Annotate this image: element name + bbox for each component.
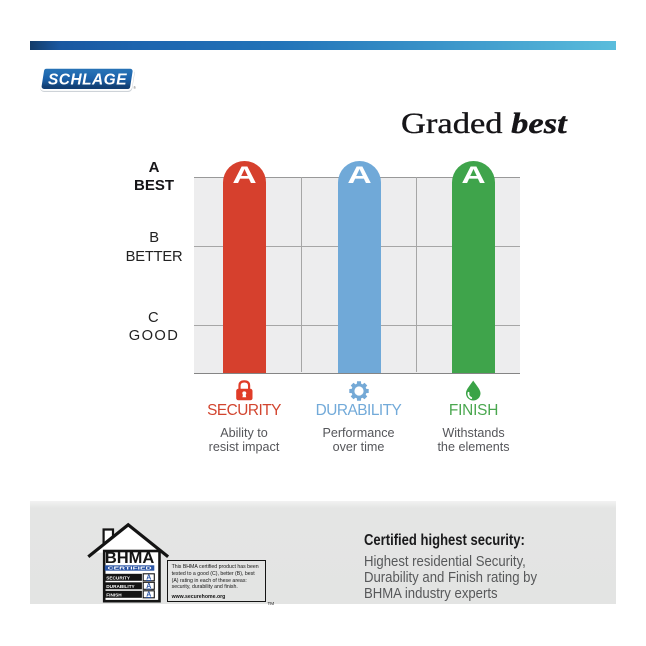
svg-text:®: ®	[133, 86, 136, 90]
svg-text:BHMA: BHMA	[105, 550, 155, 567]
svg-text:A: A	[146, 583, 151, 590]
svg-text:SECURITY: SECURITY	[106, 575, 131, 580]
svg-text:CERTIFIED: CERTIFIED	[108, 566, 152, 571]
svg-text:SCHLAGE: SCHLAGE	[48, 72, 127, 89]
svg-text:A: A	[146, 575, 151, 582]
svg-text:A: A	[146, 592, 151, 599]
svg-text:DURABILITY: DURABILITY	[106, 584, 135, 589]
svg-text:FINISH: FINISH	[106, 592, 122, 597]
